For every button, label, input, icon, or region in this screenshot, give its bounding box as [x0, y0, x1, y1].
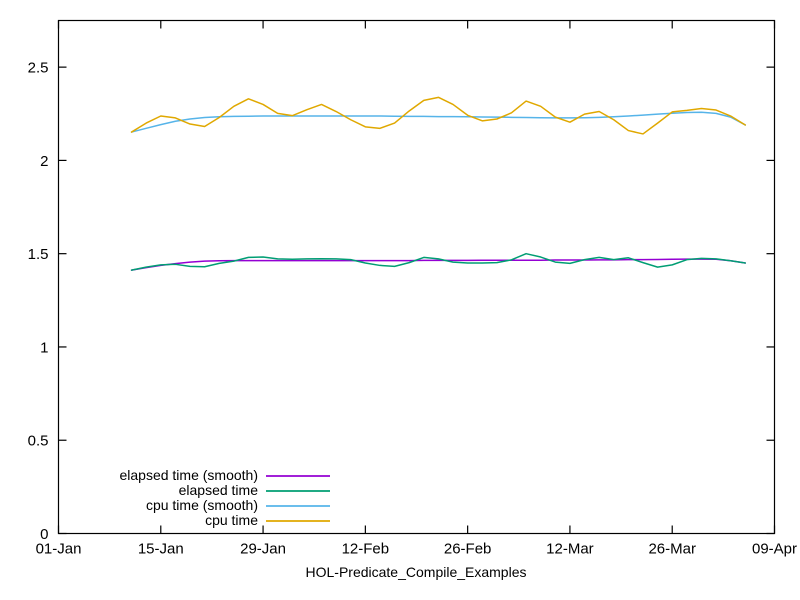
x-tick-label: 15-Jan [138, 541, 184, 558]
x-axis-title: HOL-Predicate_Compile_Examples [306, 564, 527, 580]
plot-frame [57, 19, 776, 535]
x-tick-label: 12-Feb [342, 541, 390, 558]
y-tick-label: 1.5 [28, 246, 49, 263]
legend-label: cpu time [205, 512, 258, 528]
x-tick-label: 26-Feb [444, 541, 492, 558]
y-tick-label: 0.5 [28, 433, 49, 450]
x-tick-label: 09-Apr [752, 541, 797, 558]
x-tick-label: 01-Jan [36, 541, 82, 558]
legend-label: elapsed time (smooth) [119, 467, 258, 483]
data-series-group [130, 96, 747, 271]
series-line [130, 252, 747, 271]
x-axis: 01-Jan 15-Jan 29-Jan 12-Feb 26-Feb 12-Mar 26-M… [36, 20, 797, 558]
series-line [130, 258, 747, 271]
x-tick-label: 29-Jan [240, 541, 286, 558]
y-axis: 0 0.5 1 1.5 2 2.5 [28, 60, 775, 543]
legend-label: cpu time (smooth) [146, 497, 258, 513]
y-tick-label: 1 [40, 339, 48, 356]
series-line [130, 96, 747, 135]
x-tick-label: 26-Mar [648, 541, 696, 558]
y-tick-label: 0 [40, 526, 48, 543]
x-tick-label: 12-Mar [546, 541, 594, 558]
series-line [130, 111, 747, 133]
legend-label: elapsed time [179, 482, 259, 498]
y-tick-label: 2 [40, 153, 48, 170]
y-tick-label: 2.5 [28, 60, 49, 77]
